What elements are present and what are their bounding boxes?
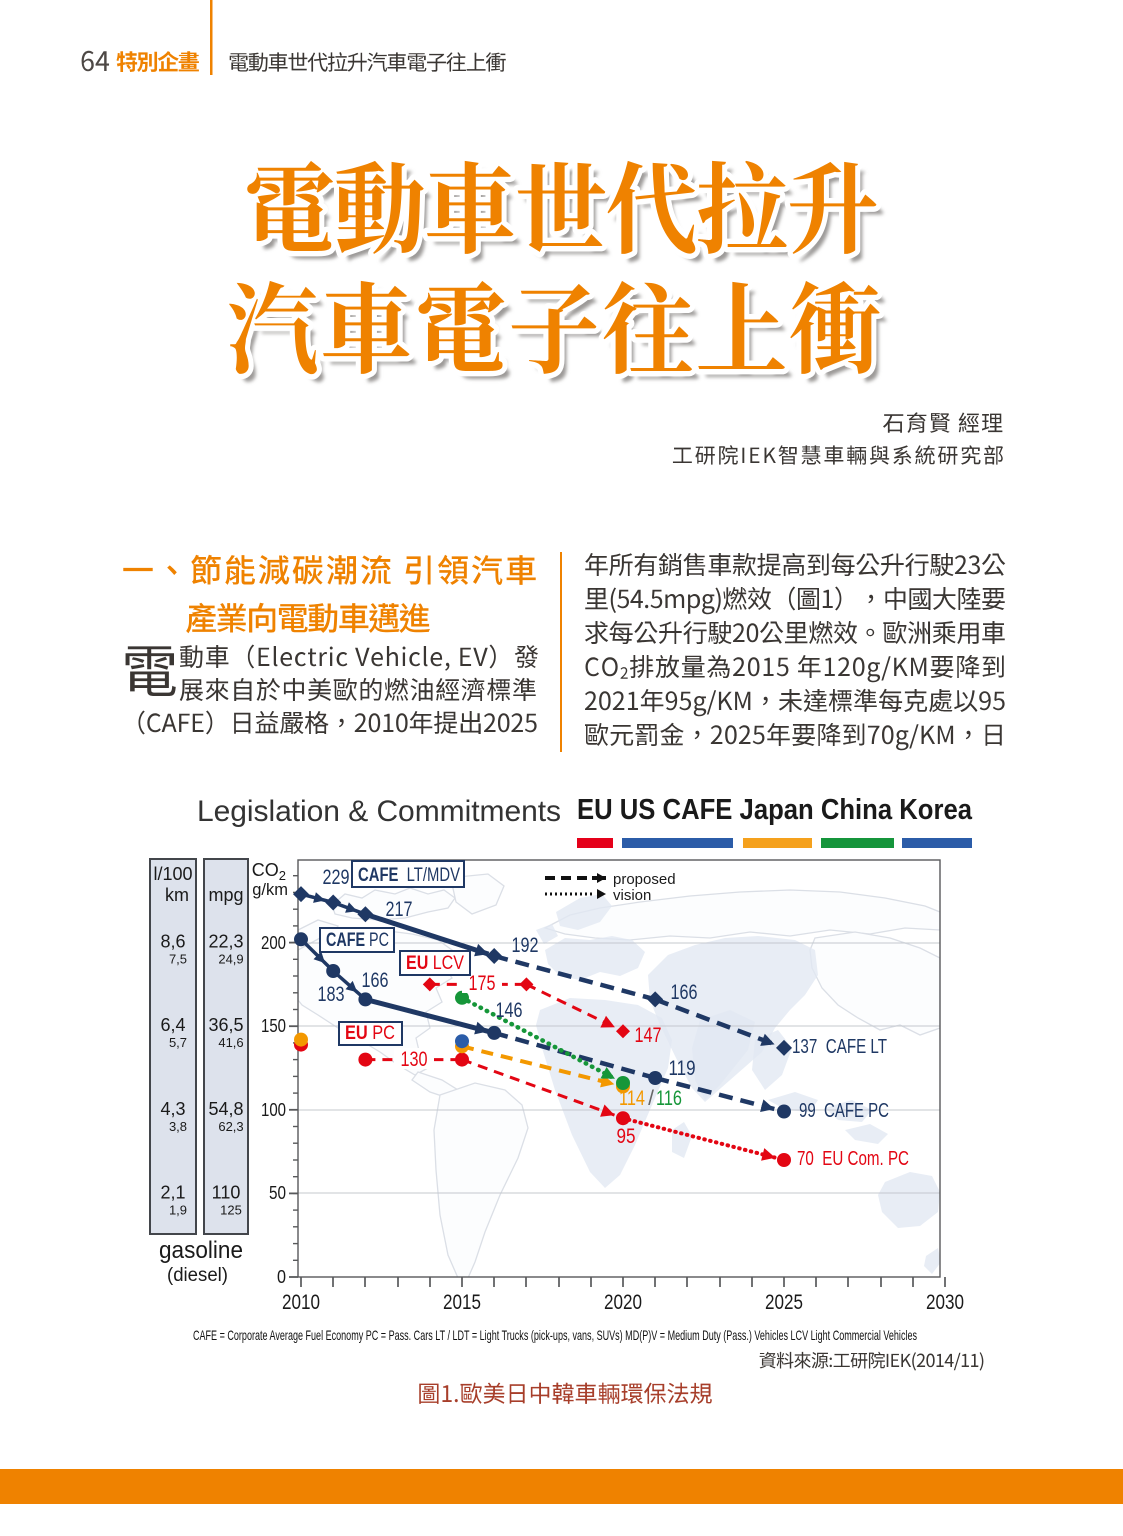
svg-text:229: 229 [323,866,350,889]
svg-text:119: 119 [669,1057,696,1080]
svg-text:CO2: CO2 [252,860,286,883]
svg-text:146: 146 [496,999,523,1022]
svg-text:175: 175 [469,972,496,995]
svg-text:54,8: 54,8 [208,1099,243,1119]
svg-text:8,6: 8,6 [160,932,185,952]
svg-text:CAFE = Corporate Average Fuel: CAFE = Corporate Average Fuel Economy PC… [193,1327,917,1343]
svg-text:22,3: 22,3 [208,932,243,952]
svg-text:150: 150 [261,1016,286,1036]
svg-text:vision: vision [613,887,651,904]
svg-text:7,5: 7,5 [169,952,187,967]
svg-text:mpg: mpg [208,885,243,905]
svg-text:6,4: 6,4 [160,1015,185,1035]
svg-text:70 EU Com. PC: 70 EU Com. PC [797,1147,909,1170]
svg-text:137 CAFE LT: 137 CAFE LT [792,1035,887,1058]
svg-text:166: 166 [671,981,698,1004]
svg-text:183: 183 [318,983,345,1006]
svg-text:50: 50 [269,1183,286,1203]
svg-text:95: 95 [617,1125,636,1148]
svg-text:2,1: 2,1 [160,1182,185,1202]
svg-text:Legislation & Commitments: Legislation & Commitments [197,795,561,828]
svg-text:2025: 2025 [765,1290,803,1314]
svg-text:l/100: l/100 [153,864,192,884]
svg-text:110: 110 [212,1182,241,1202]
svg-text:192: 192 [512,934,539,957]
svg-text:2010: 2010 [282,1290,320,1314]
svg-text:217: 217 [386,898,413,921]
svg-text:36,5: 36,5 [208,1015,243,1035]
svg-text:CAFE PC: CAFE PC [326,930,389,951]
svg-text:1,9: 1,9 [169,1202,187,1217]
svg-text:116: 116 [656,1087,682,1110]
svg-text:km: km [165,885,189,905]
svg-text:41,6: 41,6 [218,1035,243,1050]
svg-text:99 CAFE PC: 99 CAFE PC [799,1099,889,1122]
svg-text:gasoline: gasoline [159,1237,243,1264]
svg-text:24,9: 24,9 [218,952,243,967]
svg-text:CAFE LT/MDV: CAFE LT/MDV [358,865,460,886]
svg-text:114: 114 [619,1087,645,1110]
svg-text:EU US CAFE Japan China Korea: EU US CAFE Japan China Korea [577,794,973,826]
svg-text:5,7: 5,7 [169,1035,187,1050]
svg-text:130: 130 [401,1048,428,1071]
svg-text:0: 0 [277,1267,286,1287]
svg-text:EU LCV: EU LCV [406,953,464,974]
svg-text:125: 125 [220,1202,242,1217]
svg-text:4,3: 4,3 [160,1099,185,1119]
svg-text:200: 200 [261,933,286,953]
svg-text:166: 166 [362,969,389,992]
svg-text:147: 147 [635,1024,662,1047]
svg-text:100: 100 [261,1100,286,1120]
svg-text:/: / [648,1087,654,1110]
svg-text:EU PC: EU PC [345,1023,395,1044]
svg-text:proposed: proposed [613,871,676,888]
svg-text:g/km: g/km [252,881,288,899]
svg-text:2020: 2020 [604,1290,642,1314]
svg-text:3,8: 3,8 [169,1119,187,1134]
svg-text:(diesel): (diesel) [167,1265,228,1286]
svg-text:2015: 2015 [443,1290,481,1314]
svg-text:62,3: 62,3 [218,1119,243,1134]
svg-text:2030: 2030 [926,1290,964,1314]
